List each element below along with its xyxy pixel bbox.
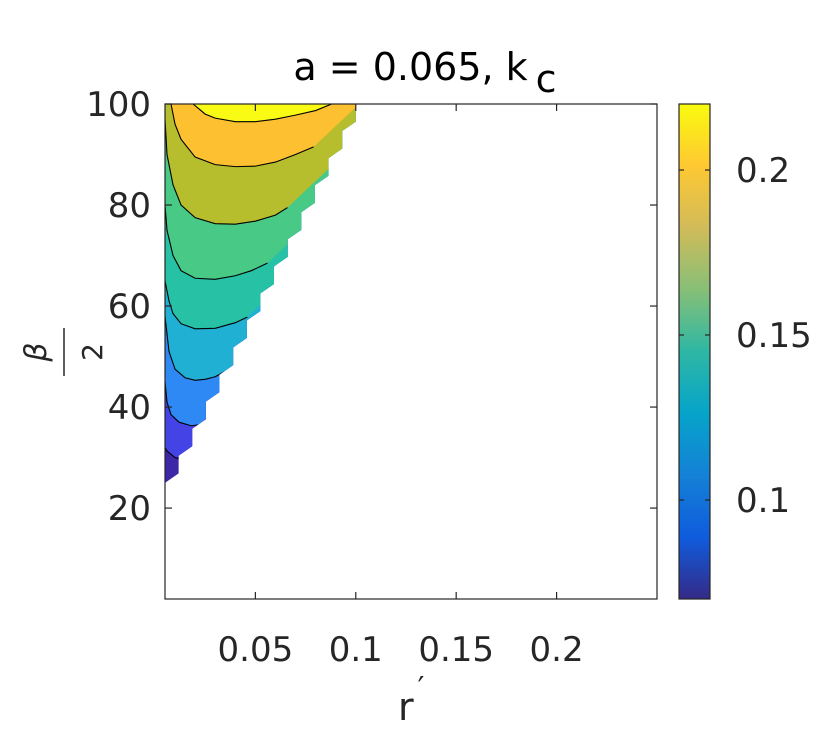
y-axis-label-numerator: β: [19, 342, 54, 362]
x-axis-label-main: r: [398, 685, 414, 729]
y-tick-label: 40: [108, 388, 151, 428]
x-axis-label-prime: ′: [418, 671, 425, 706]
colorbar-ticks: 0.1 0.15 0.2: [679, 151, 812, 521]
y-tick-label: 100: [86, 85, 151, 125]
contour-line-1: [165, 381, 200, 427]
x-tick-label: 0.15: [418, 630, 494, 670]
contour-line-4: [165, 204, 268, 280]
x-tick-label: 0.2: [530, 630, 584, 670]
chart-title-subscript: c: [536, 57, 557, 101]
contour-line-5: [165, 119, 288, 225]
contour-lines-layer: [165, 104, 332, 460]
axis-ticks: 20 40 60 80 100 0.05 0.1 0.15 0.2: [86, 85, 657, 670]
colorbar-gradient: [679, 104, 710, 599]
y-tick-label: 80: [108, 186, 151, 226]
contour-line-2: [165, 316, 228, 381]
x-tick-label: 0.05: [218, 630, 294, 670]
plot-frame: [164, 103, 658, 600]
contour-line-0: [165, 447, 180, 460]
colorbar-tick-label: 0.15: [736, 316, 812, 356]
contour-lines: [165, 104, 332, 460]
y-tick-label: 60: [108, 287, 151, 327]
contour-line-3: [165, 280, 248, 330]
y-tick-label: 20: [108, 489, 151, 529]
x-axis-label: r ′: [398, 671, 425, 729]
colorbar-tick-label: 0.1: [736, 481, 790, 521]
contour-line-7: [192, 104, 332, 123]
colorbar-tick-label: 0.2: [736, 151, 790, 191]
chart-title-main: a = 0.065, k: [293, 45, 527, 89]
contour-line-6: [170, 104, 314, 168]
colorbar-frame: [678, 103, 711, 600]
y-axis-label: β 2: [19, 328, 109, 376]
colorbar: 0.1 0.15 0.2: [678, 103, 812, 600]
x-tick-label: 0.1: [329, 630, 383, 670]
y-axis-label-denominator: 2: [76, 343, 109, 361]
